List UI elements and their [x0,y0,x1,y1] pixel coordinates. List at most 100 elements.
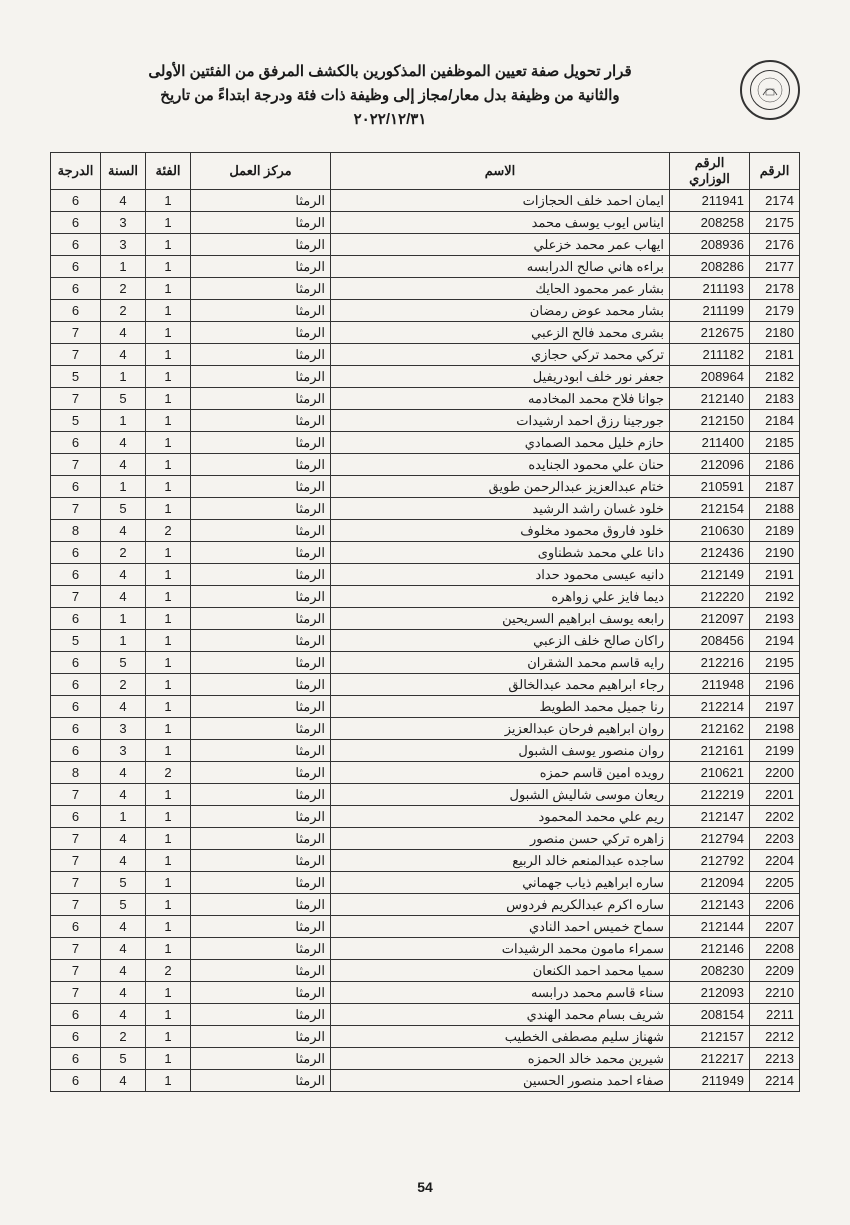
cell-wazari: 212436 [670,542,750,564]
cell-grade: 6 [51,476,101,498]
cell-category: 1 [146,256,191,278]
cell-wazari: 211948 [670,674,750,696]
cell-raqm: 2174 [750,190,800,212]
cell-center: الرمثا [191,894,331,916]
cell-category: 1 [146,344,191,366]
cell-wazari: 208964 [670,366,750,388]
cell-wazari: 212162 [670,718,750,740]
cell-wazari: 212094 [670,872,750,894]
cell-grade: 7 [51,938,101,960]
cell-wazari: 211193 [670,278,750,300]
cell-category: 1 [146,872,191,894]
cell-grade: 6 [51,212,101,234]
cell-center: الرمثا [191,432,331,454]
table-body: 2174211941ايمان احمد خلف الحجازاتالرمثا1… [51,190,800,1092]
cell-raqm: 2204 [750,850,800,872]
cell-wazari: 212792 [670,850,750,872]
cell-wazari: 212220 [670,586,750,608]
cell-raqm: 2191 [750,564,800,586]
cell-year: 1 [101,256,146,278]
cell-year: 4 [101,696,146,718]
cell-grade: 7 [51,960,101,982]
cell-grade: 6 [51,1070,101,1092]
cell-category: 1 [146,982,191,1004]
cell-year: 2 [101,542,146,564]
cell-name: خلود فاروق محمود مخلوف [331,520,670,542]
cell-raqm: 2214 [750,1070,800,1092]
cell-raqm: 2197 [750,696,800,718]
cell-center: الرمثا [191,542,331,564]
cell-grade: 6 [51,542,101,564]
cell-raqm: 2199 [750,740,800,762]
cell-year: 5 [101,498,146,520]
cell-wazari: 212143 [670,894,750,916]
cell-year: 5 [101,872,146,894]
document-header: قرار تحويل صفة تعيين الموظفين المذكورين … [50,60,800,132]
cell-wazari: 210630 [670,520,750,542]
cell-grade: 6 [51,190,101,212]
cell-name: بشار عمر محمود الحايك [331,278,670,300]
cell-center: الرمثا [191,1026,331,1048]
cell-category: 1 [146,828,191,850]
cell-wazari: 208258 [670,212,750,234]
cell-raqm: 2206 [750,894,800,916]
cell-grade: 7 [51,388,101,410]
cell-wazari: 210621 [670,762,750,784]
table-row: 2181211182تركي محمد تركي حجازيالرمثا147 [51,344,800,366]
cell-year: 1 [101,806,146,828]
table-row: 2205212094ساره ابراهيم ذياب جهمانيالرمثا… [51,872,800,894]
cell-category: 1 [146,674,191,696]
cell-category: 1 [146,916,191,938]
cell-year: 4 [101,982,146,1004]
cell-year: 1 [101,476,146,498]
cell-year: 4 [101,564,146,586]
cell-wazari: 212161 [670,740,750,762]
cell-category: 2 [146,520,191,542]
cell-category: 1 [146,806,191,828]
cell-category: 1 [146,454,191,476]
cell-year: 4 [101,960,146,982]
table-row: 2195212216رايه قاسم محمد الشقرانالرمثا15… [51,652,800,674]
table-row: 2198212162روان ابراهيم فرحان عبدالعزيزال… [51,718,800,740]
cell-center: الرمثا [191,1070,331,1092]
cell-wazari: 208286 [670,256,750,278]
cell-raqm: 2210 [750,982,800,1004]
table-row: 2189210630خلود فاروق محمود مخلوفالرمثا24… [51,520,800,542]
cell-wazari: 211400 [670,432,750,454]
cell-year: 4 [101,1070,146,1092]
cell-grade: 6 [51,256,101,278]
cell-raqm: 2186 [750,454,800,476]
cell-year: 4 [101,432,146,454]
cell-year: 4 [101,784,146,806]
cell-name: ساره اكرم عبدالكريم فردوس [331,894,670,916]
cell-grade: 6 [51,740,101,762]
cell-category: 1 [146,608,191,630]
cell-wazari: 211941 [670,190,750,212]
title-line-3: ٢٠٢٢/١٢/٣١ [50,108,730,132]
table-row: 2200210621رويده امين قاسم حمزهالرمثا248 [51,762,800,784]
table-row: 2184212150جورجينا رزق احمد ارشيداتالرمثا… [51,410,800,432]
cell-grade: 6 [51,278,101,300]
cell-name: ريعان موسى شاليش الشبول [331,784,670,806]
cell-grade: 7 [51,586,101,608]
table-row: 2185211400حازم خليل محمد الصماديالرمثا14… [51,432,800,454]
table-row: 2175208258ايناس ايوب يوسف محمدالرمثا136 [51,212,800,234]
cell-name: ديما فايز علي زواهره [331,586,670,608]
table-row: 2182208964جعفر نور خلف ابودريفيلالرمثا11… [51,366,800,388]
cell-grade: 7 [51,344,101,366]
cell-year: 2 [101,300,146,322]
cell-center: الرمثا [191,718,331,740]
cell-name: جورجينا رزق احمد ارشيدات [331,410,670,432]
cell-wazari: 211182 [670,344,750,366]
cell-grade: 6 [51,674,101,696]
cell-name: دانا علي محمد شطناوى [331,542,670,564]
cell-name: رنا جميل محمد الطويط [331,696,670,718]
cell-year: 4 [101,586,146,608]
cell-year: 4 [101,520,146,542]
cell-name: زاهره تركي حسن منصور [331,828,670,850]
cell-raqm: 2203 [750,828,800,850]
cell-year: 4 [101,916,146,938]
cell-raqm: 2175 [750,212,800,234]
cell-category: 1 [146,410,191,432]
table-row: 2213212217شيرين محمد خالد الحمزهالرمثا15… [51,1048,800,1070]
